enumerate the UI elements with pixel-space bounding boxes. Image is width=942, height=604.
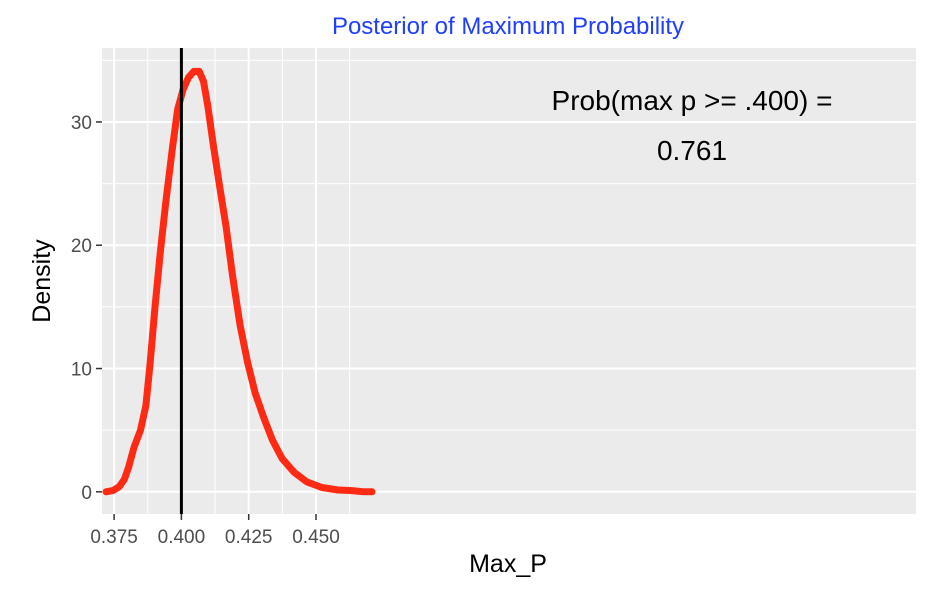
- y-tick-label: 20: [71, 236, 92, 257]
- y-axis-title: Density: [28, 239, 56, 323]
- annotation-line-2: 0.761: [657, 135, 727, 166]
- y-tick-label: 0: [81, 483, 92, 504]
- chart-title: Posterior of Maximum Probability: [332, 13, 684, 40]
- x-axis-title: Max_P: [469, 550, 547, 578]
- density-curve: [102, 67, 376, 496]
- y-axis: 0 10 20 30: [71, 113, 102, 504]
- annotation-line-1: Prob(max p >= .400) =: [552, 85, 833, 116]
- y-tick-label: 30: [71, 113, 92, 134]
- x-axis: 0.375 0.400 0.425 0.450: [90, 514, 340, 548]
- panel-background: [102, 48, 916, 514]
- x-tick-label: 0.375: [90, 527, 138, 548]
- x-tick-label: 0.425: [225, 527, 273, 548]
- x-tick-label: 0.450: [292, 527, 340, 548]
- y-tick-label: 10: [71, 360, 92, 381]
- x-tick-label: 0.400: [158, 527, 206, 548]
- plot-panel: [102, 48, 916, 514]
